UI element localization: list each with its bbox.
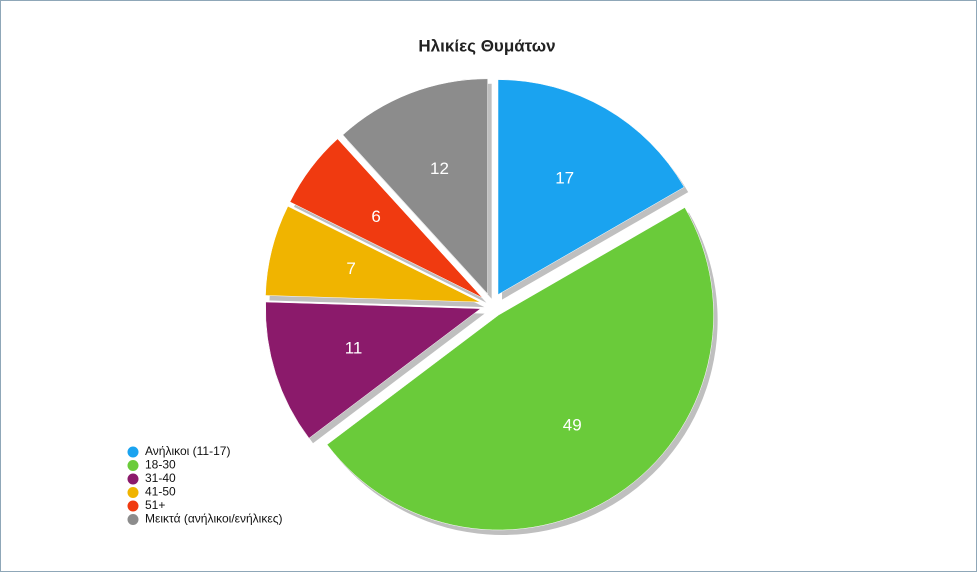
pie-slice xyxy=(497,79,685,296)
legend-label: Ανήλικοι (11-17) xyxy=(145,444,230,458)
legend-swatch xyxy=(127,514,139,525)
pie-slice xyxy=(326,207,714,531)
legend-swatch xyxy=(127,446,139,458)
pie-slice xyxy=(289,138,483,298)
pie-slice xyxy=(342,78,488,295)
legend-label: 41-50 xyxy=(145,485,176,499)
chart-title: Ηλικίες Θυμάτων xyxy=(418,36,555,55)
data-label: 6 xyxy=(371,207,380,226)
data-label: 12 xyxy=(430,159,449,178)
data-label: 17 xyxy=(555,169,574,188)
legend-swatch xyxy=(127,500,139,512)
legend-label: 18-30 xyxy=(145,458,176,472)
legend-label: Μεικτά (ανήλικοι/ενήλικες) xyxy=(145,512,282,526)
legend-swatch xyxy=(127,460,139,471)
pie-slice xyxy=(265,205,481,303)
data-label: 7 xyxy=(346,259,355,278)
legend-swatch xyxy=(127,473,139,485)
legend-label: 31-40 xyxy=(145,471,176,485)
legend-label: 51+ xyxy=(145,498,165,512)
pie-slice xyxy=(265,301,482,439)
data-label: 11 xyxy=(345,339,363,358)
legend-swatch xyxy=(127,487,139,498)
data-label: 49 xyxy=(563,416,582,435)
